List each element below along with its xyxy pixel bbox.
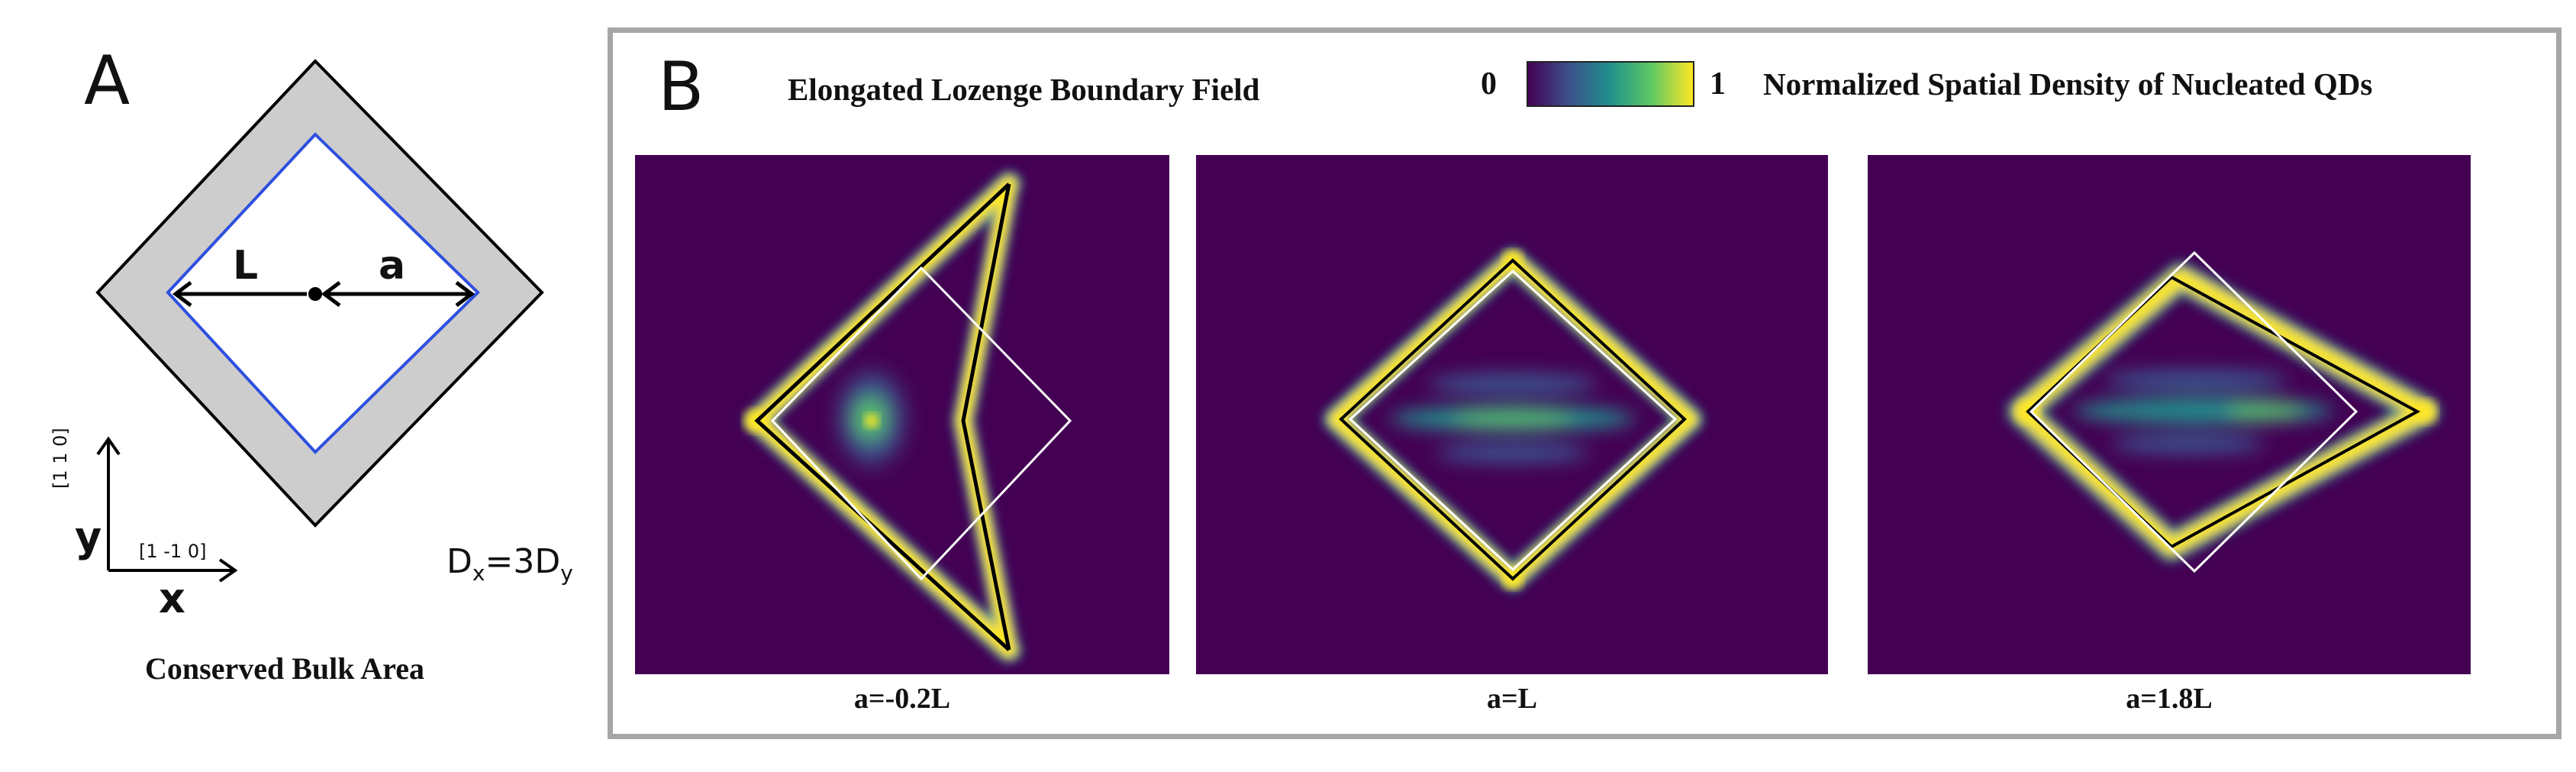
panel-b-letter: B [658,47,704,126]
heatmap-a-L [1196,155,1828,674]
heatmap-a-neg-0-2L [635,155,1169,674]
colorbar [1527,61,1694,107]
label-L: L [233,243,259,289]
direction-y-label: [1 1 0] [50,428,71,489]
caption-plot-3: a=1.8L [2126,683,2213,715]
panel-a-caption: Conserved Bulk Area [145,651,424,686]
colorbar-label: Normalized Spatial Density of Nucleated … [1763,66,2373,102]
colorbar-min-label: 0 [1481,66,1497,102]
caption-plot-2: a=L [1487,683,1537,715]
label-a: a [379,243,406,289]
panel-b-title: Elongated Lozenge Boundary Field [788,72,1260,107]
direction-x-label: [1 -1 0] [139,541,207,562]
axes-icon [96,436,238,583]
diffusion-sub-x: x [472,560,485,586]
panel-a-letter: A [84,41,131,120]
diffusion-sub-y: y [560,560,573,586]
diffusion-ratio: Dx=3Dy [447,542,573,586]
caption-plot-1: a=-0.2L [853,683,951,715]
panel-b-frame [608,27,2561,739]
lozenge-diagram [95,59,544,528]
diffusion-mid: =3D [485,542,561,581]
heatmap-a-1-8L [1868,155,2471,674]
axis-x-label: x [159,574,185,622]
axis-y-label: y [75,513,102,561]
colorbar-max-label: 1 [1710,66,1726,102]
diffusion-main: D [447,542,472,581]
